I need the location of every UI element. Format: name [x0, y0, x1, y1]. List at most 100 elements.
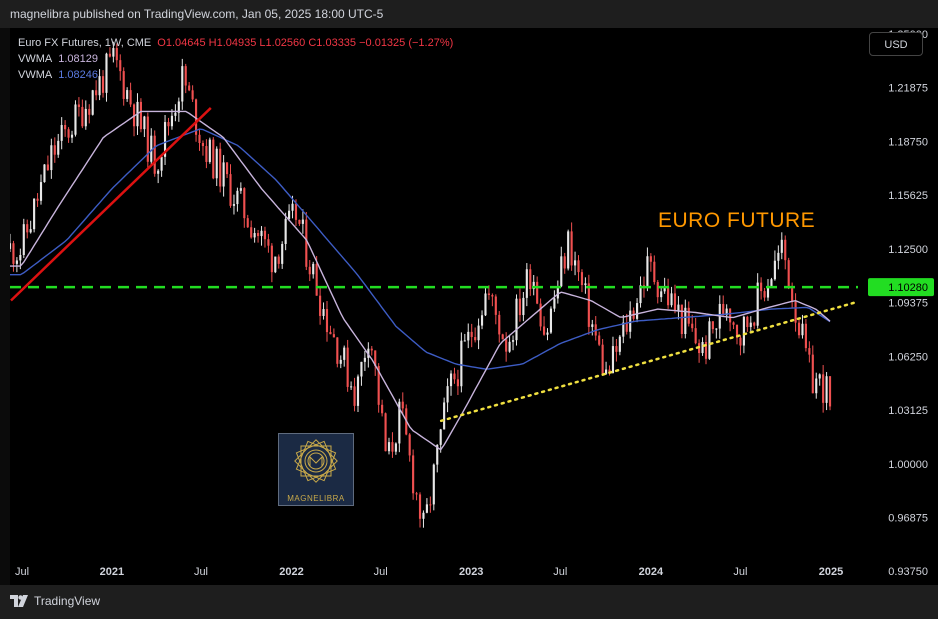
candle[interactable]	[119, 60, 122, 72]
candle[interactable]	[246, 218, 249, 228]
candle[interactable]	[753, 322, 756, 326]
candle[interactable]	[153, 135, 156, 174]
candle[interactable]	[470, 331, 473, 338]
candle[interactable]	[146, 116, 149, 162]
candle[interactable]	[480, 315, 484, 326]
vwma-slow-line[interactable]	[10, 128, 831, 370]
candle[interactable]	[298, 219, 301, 224]
candle[interactable]	[791, 288, 794, 302]
candle[interactable]	[167, 122, 170, 127]
candle[interactable]	[505, 339, 508, 352]
candle[interactable]	[143, 116, 146, 130]
candle[interactable]	[184, 66, 187, 86]
candle[interactable]	[60, 125, 63, 141]
candle[interactable]	[515, 298, 518, 341]
candle[interactable]	[777, 252, 780, 261]
candle[interactable]	[511, 340, 515, 342]
candle[interactable]	[64, 125, 67, 130]
candle[interactable]	[98, 76, 101, 96]
candle[interactable]	[387, 442, 391, 452]
candle[interactable]	[677, 304, 680, 312]
candle[interactable]	[370, 348, 373, 351]
candle[interactable]	[170, 115, 174, 127]
candle[interactable]	[225, 162, 229, 175]
candle[interactable]	[797, 322, 801, 336]
candle[interactable]	[415, 493, 418, 495]
candle[interactable]	[811, 354, 814, 394]
candle[interactable]	[384, 413, 387, 452]
candle[interactable]	[267, 239, 270, 246]
candle[interactable]	[463, 340, 466, 342]
candle[interactable]	[322, 309, 325, 316]
candle[interactable]	[74, 104, 77, 135]
candle[interactable]	[22, 224, 25, 256]
candle[interactable]	[191, 90, 194, 100]
candle[interactable]	[766, 286, 770, 298]
candle[interactable]	[163, 122, 167, 157]
candle[interactable]	[584, 283, 587, 286]
candle[interactable]	[508, 341, 511, 352]
candle[interactable]	[474, 337, 477, 341]
candle[interactable]	[325, 309, 329, 333]
candle[interactable]	[10, 243, 12, 249]
candle[interactable]	[608, 369, 611, 373]
candle[interactable]	[749, 322, 752, 328]
candle[interactable]	[250, 227, 253, 238]
candle[interactable]	[646, 256, 649, 288]
candle[interactable]	[622, 322, 625, 337]
candle[interactable]	[691, 323, 694, 329]
candle[interactable]	[605, 369, 608, 374]
candle[interactable]	[236, 190, 239, 205]
candle[interactable]	[50, 145, 53, 171]
candle[interactable]	[825, 376, 828, 403]
candle[interactable]	[33, 198, 36, 230]
candle[interactable]	[570, 231, 573, 266]
candle[interactable]	[212, 139, 215, 179]
candle[interactable]	[418, 494, 422, 519]
candle[interactable]	[660, 291, 663, 298]
candle[interactable]	[618, 336, 621, 352]
candle[interactable]	[398, 401, 401, 444]
candle[interactable]	[188, 85, 191, 91]
candle[interactable]	[735, 324, 739, 338]
candle[interactable]	[498, 314, 501, 335]
candle[interactable]	[70, 134, 74, 138]
candle[interactable]	[649, 256, 652, 262]
candle[interactable]	[784, 239, 787, 261]
candle[interactable]	[19, 255, 22, 261]
candle[interactable]	[732, 322, 735, 325]
candle[interactable]	[680, 304, 683, 335]
candle[interactable]	[229, 174, 232, 206]
candle[interactable]	[460, 340, 463, 387]
candle[interactable]	[150, 135, 153, 162]
candle[interactable]	[746, 316, 749, 328]
candle[interactable]	[122, 71, 125, 99]
candle[interactable]	[394, 443, 397, 452]
candle[interactable]	[329, 332, 332, 335]
candle[interactable]	[818, 374, 821, 379]
vwma2-label[interactable]: VWMA	[18, 69, 53, 81]
candle[interactable]	[29, 229, 32, 233]
candle[interactable]	[319, 295, 322, 316]
candle[interactable]	[456, 379, 459, 387]
candle[interactable]	[157, 170, 160, 174]
candle[interactable]	[529, 269, 532, 290]
candle[interactable]	[46, 164, 49, 171]
candle[interactable]	[601, 344, 604, 374]
candle[interactable]	[198, 134, 201, 144]
candle[interactable]	[815, 378, 818, 394]
candle[interactable]	[12, 243, 15, 264]
candle[interactable]	[194, 99, 198, 135]
candle[interactable]	[739, 337, 742, 346]
candle[interactable]	[549, 308, 553, 333]
candle[interactable]	[129, 90, 132, 105]
candle[interactable]	[656, 282, 659, 298]
candle[interactable]	[536, 281, 539, 304]
candle[interactable]	[177, 101, 180, 113]
candle[interactable]	[263, 230, 267, 240]
candle[interactable]	[484, 293, 487, 316]
candle[interactable]	[436, 444, 439, 465]
candle[interactable]	[443, 402, 446, 430]
candle[interactable]	[315, 263, 318, 296]
candle[interactable]	[770, 279, 773, 287]
